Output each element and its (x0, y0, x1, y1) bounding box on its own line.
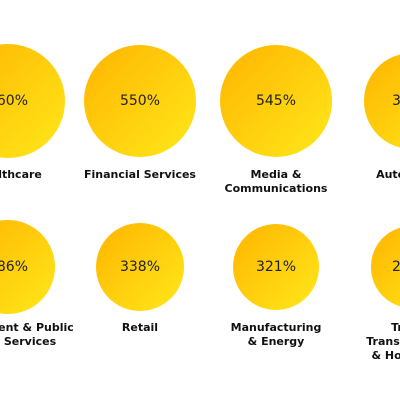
bubble-6: 338% (95, 222, 185, 312)
category-label: Government & Public Sector Services (0, 321, 74, 348)
bubble-3: 545% (219, 44, 333, 158)
bubble-value-label: 560% (0, 93, 29, 109)
bubble-7: 321% (232, 223, 320, 311)
category-label: Healthcare (0, 168, 42, 181)
category-label: Financial Services (84, 168, 196, 181)
category-label: Retail (121, 321, 159, 334)
category-label: Travel, Transportation & Hospitality (366, 321, 400, 362)
bubble-5: 386% (0, 219, 56, 315)
bubble-1: 560% (0, 44, 65, 158)
category-label: Automotive (376, 168, 400, 181)
bubble-value-label: 321% (255, 258, 296, 275)
bubble-value-label: 338% (119, 258, 160, 275)
bubble-value-label: 284% (391, 258, 400, 275)
bubble-value-label: 386% (0, 258, 29, 275)
bubble-2: 550% (83, 44, 197, 158)
bubble-value-label: 550% (119, 92, 160, 109)
bubble-8: 284% (371, 226, 400, 308)
category-label: Media & Communications (224, 168, 328, 195)
bubble-value-label: 545% (255, 92, 296, 109)
category-label: Manufacturing & Energy (230, 321, 322, 348)
bubble-value-label: 394% (391, 92, 400, 109)
bubble-4: 394% (364, 53, 400, 149)
